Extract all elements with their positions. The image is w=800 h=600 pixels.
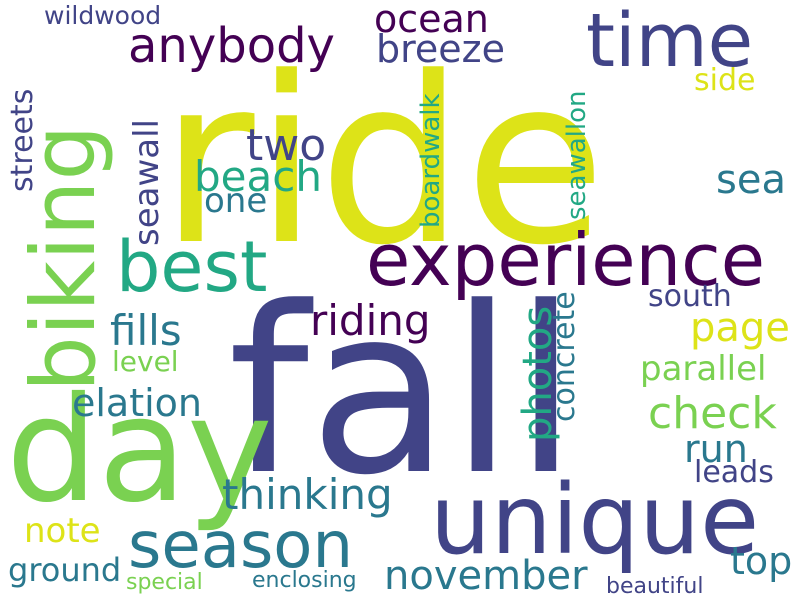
word-one: one (204, 181, 268, 221)
word-seawallon: seawallon (562, 90, 592, 220)
word-ocean: ocean (374, 0, 489, 41)
word-fall: fall (228, 259, 578, 526)
word-fills: fills (110, 306, 182, 355)
word-november: november (384, 553, 588, 599)
word-unique: unique (430, 464, 760, 576)
word-ride: ride (160, 29, 606, 296)
word-concrete: concrete (547, 291, 582, 422)
word-run: run (684, 427, 748, 471)
word-parallel: parallel (640, 349, 767, 389)
word-enclosing: enclosing (252, 568, 357, 593)
word-day: day (6, 366, 273, 535)
word-ground: ground (8, 551, 122, 589)
word-riding: riding (310, 296, 431, 345)
word-beautiful: beautiful (606, 574, 704, 599)
word-experience: experience (366, 218, 766, 302)
word-note: note (24, 511, 101, 551)
word-level: level (112, 345, 179, 378)
word-season: season (128, 509, 353, 583)
word-best: best (116, 226, 268, 308)
word-two: two (246, 120, 327, 171)
word-anybody: anybody (128, 18, 335, 74)
word-top: top (730, 539, 793, 583)
word-check: check (648, 388, 777, 439)
word-sea: sea (716, 157, 786, 203)
word-streets: streets (5, 88, 40, 192)
word-breeze: breeze (376, 27, 505, 71)
word-leads: leads (694, 455, 774, 490)
word-page: page (690, 305, 790, 351)
word-boardwalk: boardwalk (416, 93, 446, 228)
word-wildwood: wildwood (44, 1, 162, 30)
word-seawall: seawall (127, 118, 167, 246)
word-elation: elation (72, 381, 203, 425)
word-special: special (126, 570, 203, 595)
word-thinking: thinking (222, 470, 393, 519)
word-time: time (586, 0, 754, 84)
word-beach: beach (194, 152, 322, 201)
word-side: side (694, 63, 756, 98)
word-south: south (648, 279, 732, 314)
